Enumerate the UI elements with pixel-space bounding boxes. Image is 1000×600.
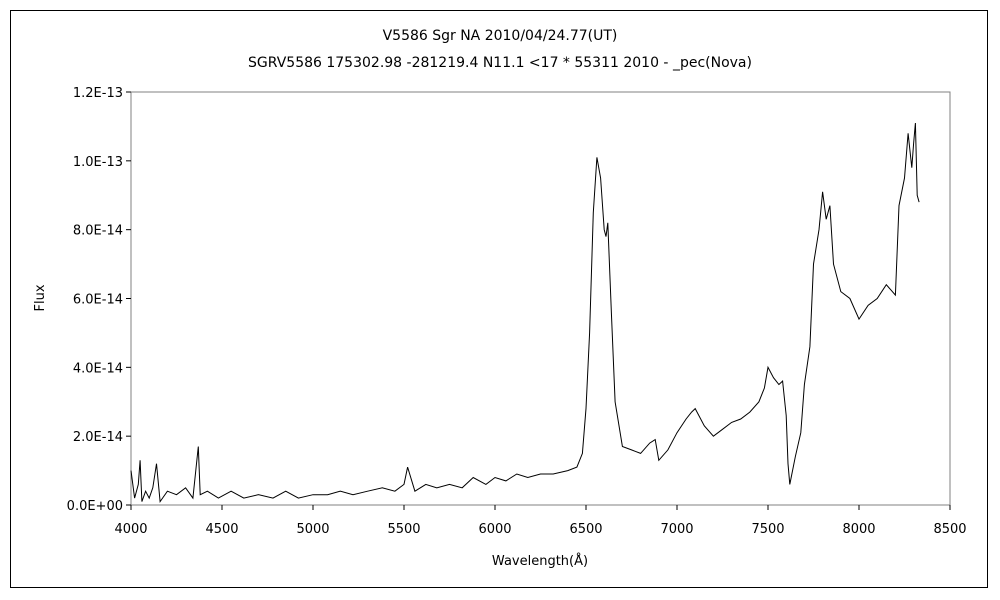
chart-subtitle: SGRV5586 175302.98 -281219.4 N11.1 <17 *… bbox=[248, 55, 752, 71]
x-tick-label: 6500 bbox=[569, 522, 602, 537]
x-tick-label: 6000 bbox=[478, 522, 511, 537]
y-tick-label: 1.2E-13 bbox=[73, 86, 123, 101]
y-tick-label: 6.0E-14 bbox=[73, 293, 123, 308]
y-tick-label: 0.0E+00 bbox=[67, 499, 123, 514]
y-axis-label: Flux bbox=[33, 284, 48, 311]
x-tick-label: 7000 bbox=[660, 522, 693, 537]
x-axis-label: Wavelength(Å) bbox=[492, 553, 588, 569]
x-tick-label: 4000 bbox=[114, 522, 147, 537]
plot-area bbox=[130, 91, 951, 506]
x-tick-label: 5500 bbox=[387, 522, 420, 537]
y-tick-label: 1.0E-13 bbox=[73, 155, 123, 170]
chart-title: V5586 Sgr NA 2010/04/24.77(UT) bbox=[382, 28, 618, 44]
y-tick-label: 4.0E-14 bbox=[73, 361, 123, 376]
y-tick-label: 8.0E-14 bbox=[73, 224, 123, 239]
x-tick-label: 7500 bbox=[751, 522, 784, 537]
y-tick-label: 2.0E-14 bbox=[73, 430, 123, 445]
x-tick-label: 5000 bbox=[296, 522, 329, 537]
x-tick-label: 8000 bbox=[842, 522, 875, 537]
chart-frame bbox=[10, 10, 988, 588]
x-tick-label: 8500 bbox=[933, 522, 966, 537]
x-tick-label: 4500 bbox=[205, 522, 238, 537]
spectrum-line bbox=[130, 122, 920, 503]
